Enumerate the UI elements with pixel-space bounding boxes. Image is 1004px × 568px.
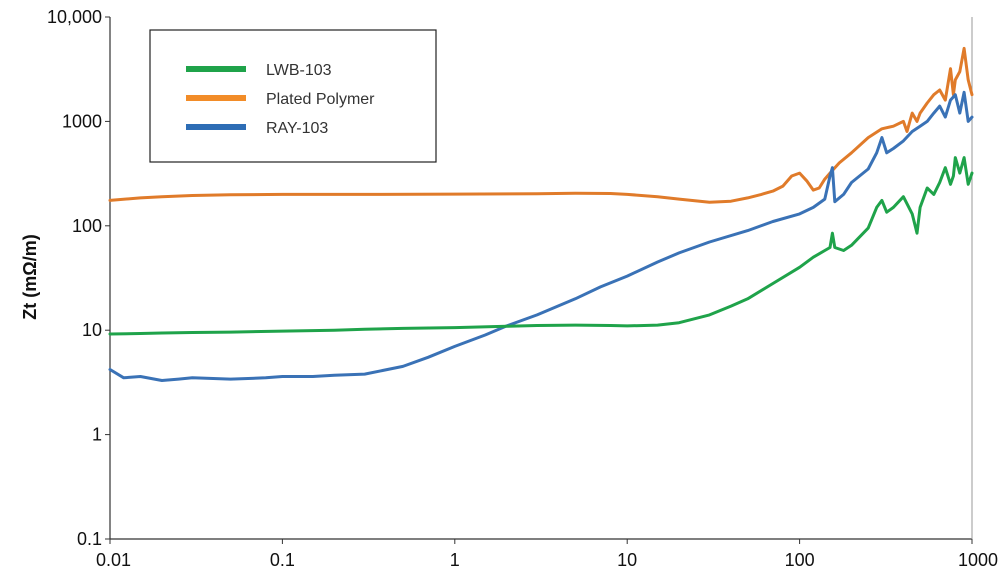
series-line-plated-polymer <box>108 46 974 204</box>
x-tick-label: 1000 <box>958 550 998 568</box>
x-tick-label: 0.1 <box>270 550 295 568</box>
legend-label-ray-103: RAY-103 <box>266 120 328 137</box>
y-tick-label: 10,000 <box>47 7 102 27</box>
x-tick-label: 100 <box>785 550 815 568</box>
y-tick-label: 0.1 <box>77 529 102 549</box>
series-line-lwb-103 <box>108 156 974 336</box>
y-tick-label: 10 <box>82 320 102 340</box>
y-tick-label: 100 <box>72 216 102 236</box>
x-tick-label: 0.01 <box>96 550 131 568</box>
x-tick-label: 10 <box>617 550 637 568</box>
y-tick-label: 1 <box>92 425 102 445</box>
x-tick-label: 1 <box>450 550 460 568</box>
series-line-ray-103 <box>108 90 974 382</box>
legend-label-lwb-103: LWB-103 <box>266 62 332 79</box>
y-tick-label: 1000 <box>62 111 102 131</box>
legend-label-plated-polymer: Plated Polymer <box>266 91 375 108</box>
y-axis-label: Zt (mΩ/m) <box>20 234 40 319</box>
